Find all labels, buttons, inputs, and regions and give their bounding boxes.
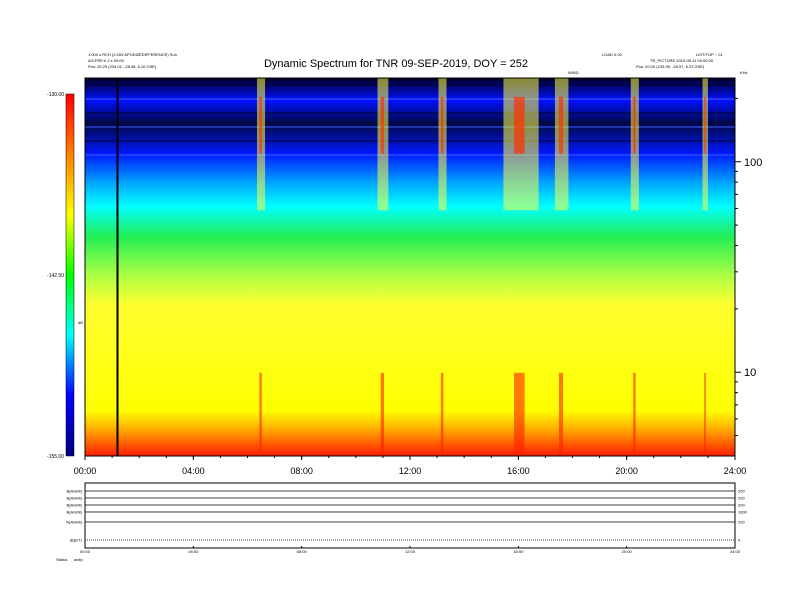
spectrum-band-line: [85, 154, 735, 156]
spectrum-band-line: [85, 84, 735, 86]
x-tick-label: 04:00: [182, 466, 205, 476]
spectrum-band-line: [85, 98, 735, 100]
panel-x-tick-label: 24:00: [730, 549, 741, 554]
colorbar-unit: dB: [78, 320, 83, 325]
header-info-right-2: TR_PICTURE 2019-09-11 00:00:00: [650, 58, 714, 63]
spectrum-band-line: [85, 112, 735, 114]
x-tick-label: 12:00: [399, 466, 422, 476]
panel-label-left: B(AGMI): [66, 503, 82, 508]
header-mid-right: WIND: [568, 70, 579, 75]
panel-label-left: B(AGMI): [66, 489, 82, 494]
spectrum-band-line: [85, 126, 735, 128]
burst-low-2: [440, 372, 444, 456]
status-label: Status: [56, 557, 68, 562]
panel-label-left: N(AGMI): [66, 520, 82, 525]
panel-x-tick-label: 16:00: [513, 549, 524, 554]
y-unit-corner: KHz: [740, 70, 748, 75]
burst-core-5: [633, 96, 636, 154]
burst-core-1: [380, 96, 384, 154]
panel-label-right: 200: [738, 503, 745, 508]
burst-low-3: [514, 372, 525, 456]
burst-low-4: [558, 372, 564, 456]
panel-label-right: 1000: [738, 510, 748, 515]
burst-core-3: [514, 96, 525, 154]
burst-low-0: [259, 372, 262, 456]
y-tick-label: 100: [744, 157, 762, 169]
status-value: anlfp: [74, 557, 83, 562]
header-info-left-3: Pos: 25.29 (233.01, -28.98, 6.10 GSE): [88, 64, 157, 69]
panel-label-right: 200: [738, 496, 745, 501]
header-info-right-3: Pos: 20.00 (233.95, -28.97, 6.23 GSE): [636, 64, 705, 69]
lower-panels-frame: [84, 482, 736, 549]
x-tick-label: 08:00: [290, 466, 313, 476]
burst-low-6: [704, 372, 706, 456]
burst-core-0: [259, 96, 262, 154]
panel-label-left: B(AGMI): [66, 510, 82, 515]
panel-label-left: |B|(nT): [70, 538, 83, 543]
panel-x-tick-label: 20:00: [622, 549, 633, 554]
colorbar-tick-label: -155.00: [47, 454, 64, 460]
panel-label-right: 0: [738, 538, 741, 543]
colorbar-tick-label: -130.00: [47, 92, 64, 98]
panel-x-tick-label: 08:00: [297, 549, 308, 554]
colorbar-tick-label: -142.50: [47, 273, 64, 279]
header-info-right-1: LOAD 0.00: [602, 52, 622, 57]
y-tick-label: 10: [744, 367, 756, 379]
panel-x-tick-label: 00:00: [80, 549, 91, 554]
x-tick-label: 24:00: [724, 466, 747, 476]
chart-title: Dynamic Spectrum for TNR 09-SEP-2019, DO…: [263, 58, 528, 70]
panel-x-tick-label: 12:00: [405, 549, 416, 554]
x-tick-label: 00:00: [74, 466, 97, 476]
x-tick-label: 16:00: [507, 466, 530, 476]
panel-x-tick-label: 04:00: [188, 549, 199, 554]
burst-low-5: [633, 372, 636, 456]
burst-core-6: [704, 96, 706, 154]
spectrum-band-line: [85, 140, 735, 142]
panel-label-right: 200: [738, 489, 745, 494]
burst-low-1: [380, 372, 384, 456]
header-info-left-2: AG:FRE:0.2 s 00:00: [88, 58, 124, 63]
panel-label-right: 200: [738, 520, 745, 525]
header-info-far-right: LIST/TOP ~ 01: [696, 52, 723, 57]
burst-core-4: [558, 96, 564, 154]
colorbar: [65, 93, 75, 457]
burst-core-2: [440, 96, 444, 154]
x-tick-label: 20:00: [615, 466, 638, 476]
header-info-left-1: 1.000 s RCH (2.000 APODIZEDIFFERENCE) Su…: [88, 52, 177, 57]
panel-label-left: B(AGMI): [66, 496, 82, 501]
